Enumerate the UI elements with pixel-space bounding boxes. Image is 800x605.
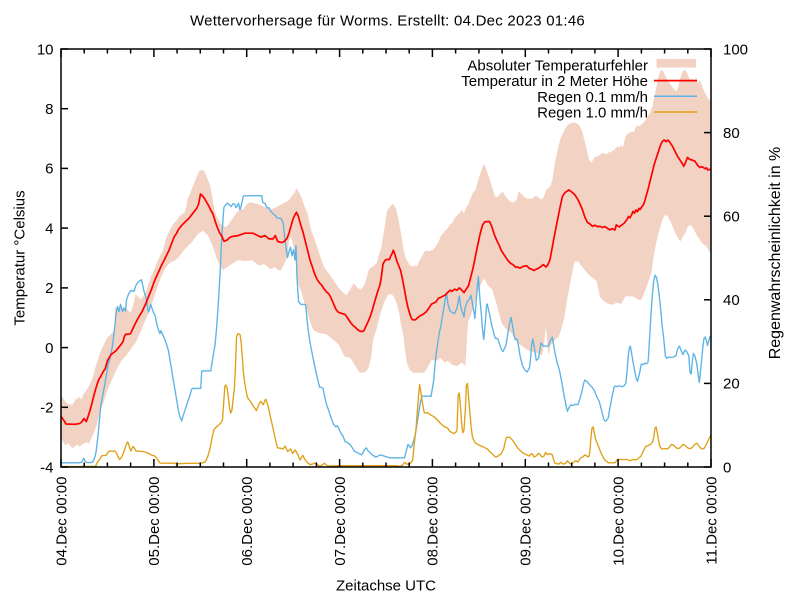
- svg-text:Zeitachse UTC: Zeitachse UTC: [336, 578, 436, 595]
- svg-text:20: 20: [723, 376, 740, 393]
- svg-text:0: 0: [723, 459, 731, 476]
- svg-text:0: 0: [45, 340, 53, 357]
- svg-text:40: 40: [723, 292, 740, 309]
- svg-text:8: 8: [45, 101, 53, 118]
- svg-text:4: 4: [45, 220, 53, 237]
- svg-text:08.Dec 00:00: 08.Dec 00:00: [425, 477, 442, 566]
- svg-text:06.Dec 00:00: 06.Dec 00:00: [239, 477, 256, 566]
- svg-text:80: 80: [723, 125, 740, 142]
- svg-text:07.Dec 00:00: 07.Dec 00:00: [332, 477, 349, 566]
- svg-text:60: 60: [723, 209, 740, 226]
- svg-text:09.Dec 00:00: 09.Dec 00:00: [518, 477, 535, 566]
- svg-text:6: 6: [45, 161, 53, 178]
- svg-text:Temperatur in 2 Meter Höhe: Temperatur in 2 Meter Höhe: [461, 73, 648, 90]
- svg-text:-4: -4: [40, 459, 53, 476]
- svg-text:Regenwahrscheinlichkeit in %: Regenwahrscheinlichkeit in %: [767, 147, 784, 360]
- svg-text:100: 100: [723, 41, 748, 58]
- svg-text:05.Dec 00:00: 05.Dec 00:00: [146, 477, 163, 566]
- svg-text:Regen 0.1 mm/h: Regen 0.1 mm/h: [537, 89, 648, 106]
- svg-text:-2: -2: [40, 400, 53, 417]
- svg-text:Wettervorhersage für Worms. Er: Wettervorhersage für Worms. Erstellt: 04…: [190, 13, 585, 30]
- svg-text:11.Dec 00:00: 11.Dec 00:00: [703, 477, 720, 565]
- svg-text:04.Dec 00:00: 04.Dec 00:00: [53, 477, 70, 566]
- svg-text:2: 2: [45, 280, 53, 297]
- svg-text:10.Dec 00:00: 10.Dec 00:00: [610, 477, 627, 566]
- svg-text:Regen 1.0 mm/h: Regen 1.0 mm/h: [537, 105, 648, 122]
- svg-text:10: 10: [37, 41, 54, 58]
- svg-text:Absoluter Temperaturfehler: Absoluter Temperaturfehler: [467, 58, 648, 75]
- svg-text:Temperatur °Celsius: Temperatur °Celsius: [12, 190, 29, 325]
